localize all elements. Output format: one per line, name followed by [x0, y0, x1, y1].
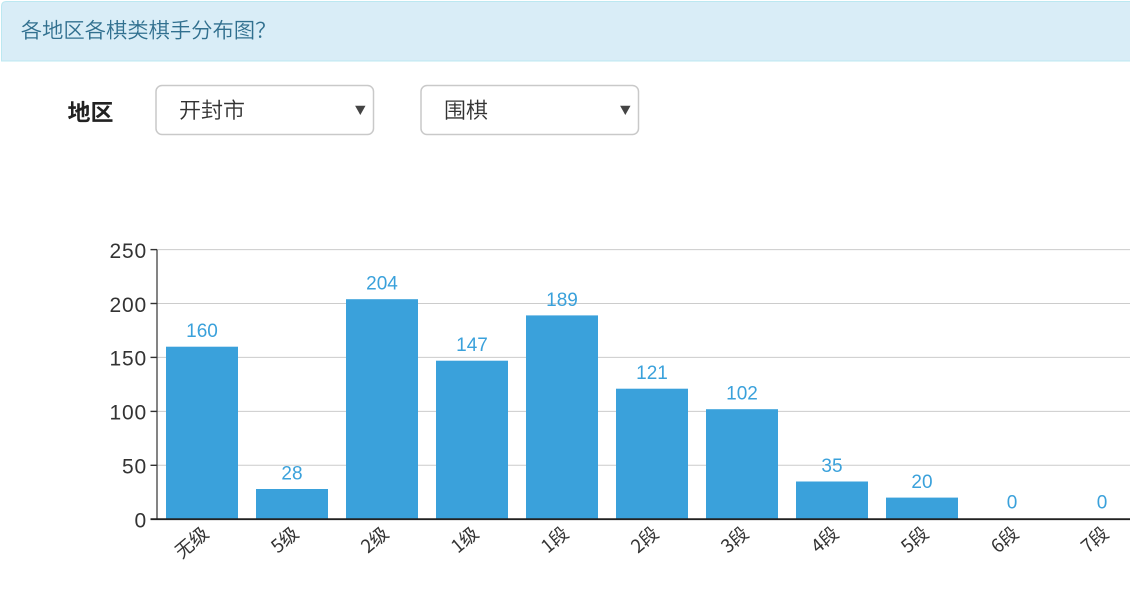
svg-text:28: 28	[281, 464, 302, 485]
svg-text:189: 189	[546, 290, 578, 311]
svg-text:100: 100	[110, 402, 147, 425]
svg-text:121: 121	[636, 363, 668, 384]
svg-text:0: 0	[1097, 493, 1108, 514]
svg-text:147: 147	[456, 335, 488, 356]
svg-text:102: 102	[726, 384, 758, 405]
svg-text:204: 204	[366, 274, 398, 295]
svg-text:35: 35	[821, 456, 842, 477]
svg-text:20: 20	[911, 472, 932, 493]
svg-text:200: 200	[110, 294, 147, 317]
svg-text:0: 0	[1007, 493, 1018, 514]
svg-text:50: 50	[122, 456, 147, 479]
svg-text:250: 250	[110, 240, 147, 263]
svg-text:150: 150	[110, 348, 147, 371]
svg-text:160: 160	[186, 321, 218, 342]
svg-text:0: 0	[135, 510, 147, 533]
